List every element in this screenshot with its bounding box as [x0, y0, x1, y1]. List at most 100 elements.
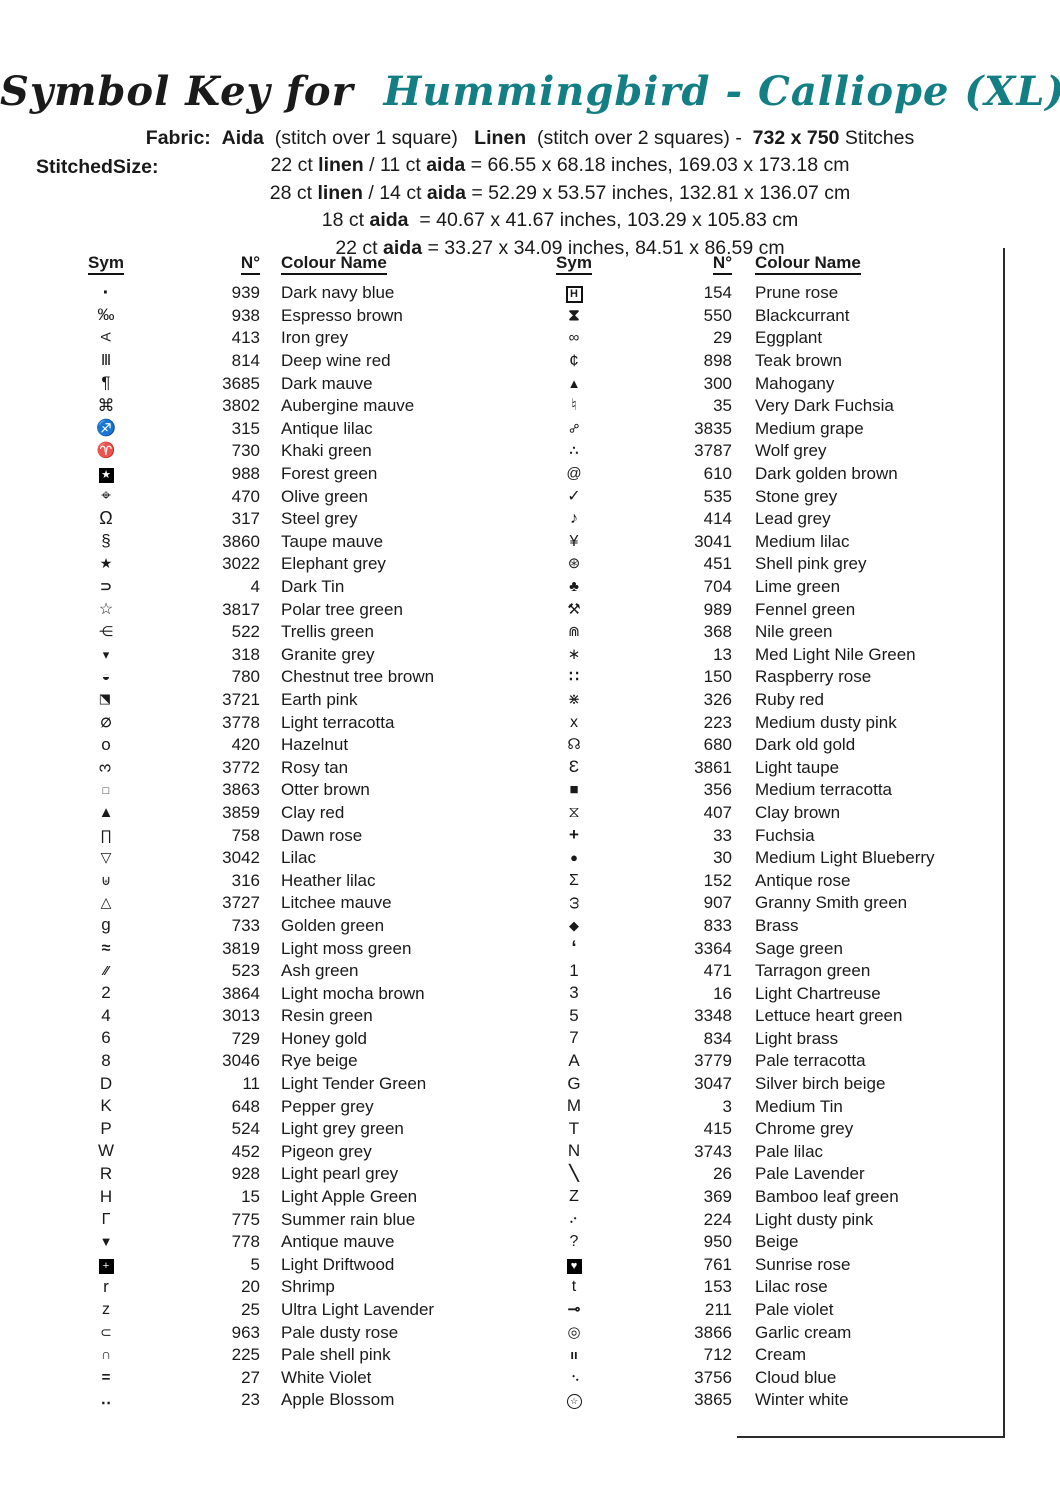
symbol-cell: □	[80, 781, 132, 799]
colour-name-cell: Dawn rose	[281, 825, 363, 845]
symbol-row: Σ 152 Antique rose	[548, 869, 935, 892]
stitch-symbol-glyph: ∞	[568, 329, 580, 347]
stitch-symbol-glyph: ⌘	[97, 395, 115, 415]
colour-name-cell: Fuchsia	[755, 825, 815, 845]
colour-name-cell: Espresso brown	[281, 305, 403, 325]
symbol-row: ¶ 3685 Dark mauve	[80, 372, 434, 395]
symbol-row: 3 16 Light Chartreuse	[548, 982, 935, 1005]
symbol-row: x 223 Medium dusty pink	[548, 711, 935, 734]
symbol-row: A 3779 Pale terracotta	[548, 1050, 935, 1073]
colour-name-cell: Light Tender Green	[281, 1074, 427, 1094]
number-cell: 318	[231, 644, 260, 664]
symbol-row: ⌘ 3802 Aubergine mauve	[80, 395, 434, 418]
stitch-symbol-glyph: ⌖	[101, 486, 111, 506]
symbol-cell: ☊	[548, 736, 600, 754]
colour-name-cell: Hazelnut	[281, 735, 349, 755]
symbol-row: o 420 Hazelnut	[80, 734, 434, 757]
symbol-row: Ⅲ 814 Deep wine red	[80, 350, 434, 373]
symbol-row: N 3743 Pale lilac	[548, 1141, 935, 1164]
number-cell: 522	[231, 622, 260, 642]
symbol-cell: A	[548, 1052, 600, 1071]
stitch-symbol-glyph: ★	[99, 555, 113, 572]
symbol-cell: ⋲	[80, 623, 132, 641]
text-segment: = 40.67 x 41.67 inches, 103.29 x 105.83 …	[408, 209, 799, 231]
number-cell: 3046	[222, 1051, 260, 1071]
number-cell: 470	[231, 486, 260, 506]
number-cell: 407	[703, 802, 732, 822]
colour-name-cell: Ultra Light Lavender	[281, 1300, 435, 1320]
symbol-row: ⧖ 407 Clay brown	[548, 802, 935, 825]
colour-name-cell: Granny Smith green	[755, 893, 908, 913]
colour-name-cell: Resin green	[281, 1006, 373, 1026]
number-cell: 730	[231, 441, 260, 461]
symbol-row: r 20 Shrimp	[80, 1276, 434, 1299]
colour-name-column-header: Colour Name	[732, 253, 861, 275]
symbol-row: +33 Fuchsia	[548, 824, 935, 847]
symbol-row: ▼ 778 Antique mauve	[80, 1231, 434, 1254]
colour-name-cell: Chestnut tree brown	[281, 667, 435, 687]
symbol-row: 8 3046 Rye beige	[80, 1050, 434, 1073]
stitch-symbol-glyph: ◩	[98, 693, 114, 706]
number-cell: 15	[241, 1187, 260, 1207]
symbol-row: 7 834 Light brass	[548, 1028, 935, 1051]
number-cell: 369	[703, 1187, 732, 1207]
symbol-cell: ♐	[80, 420, 132, 438]
number-cell: 523	[231, 961, 260, 981]
colour-name-cell: Pepper grey	[281, 1096, 374, 1116]
number-cell: 939	[231, 283, 260, 303]
stitch-symbol-glyph: ∗	[567, 645, 581, 663]
number-cell: 524	[231, 1119, 260, 1139]
text-segment: Linen	[474, 127, 527, 149]
symbol-cell: ∷	[548, 668, 600, 686]
stitch-symbol-glyph: ∷	[569, 668, 579, 686]
symbol-row: ☊ 680 Dark old gold	[548, 734, 935, 757]
symbol-row: § 3860 Taupe mauve	[80, 531, 434, 554]
colour-name-cell: Lead grey	[755, 509, 831, 529]
colour-name-cell: Dark mauve	[281, 373, 373, 393]
symbol-row: ◆ 833 Brass	[548, 915, 935, 938]
number-column-header: N°	[132, 253, 260, 275]
text-segment: / 14 ct	[362, 181, 427, 204]
number-cell: 3819	[222, 938, 260, 958]
symbol-table-right: Sym N° Colour Name H 154 Prune rose ⧗ 550 Blackc…	[548, 253, 935, 1412]
colour-name-cell: Light Chartreuse	[755, 983, 881, 1003]
colour-name-cell: Raspberry rose	[755, 667, 872, 687]
stitch-symbol-glyph: Γ	[101, 1210, 111, 1228]
symbol-cell: ⧖	[548, 804, 600, 822]
symbol-row: T 415 Chrome grey	[548, 1118, 935, 1141]
number-cell: 452	[231, 1141, 260, 1161]
number-cell: 834	[703, 1028, 732, 1048]
symbol-row: Γ 775 Summer rain blue	[80, 1208, 434, 1231]
symbol-cell: ⊃	[80, 578, 132, 596]
stitch-symbol-glyph: T	[568, 1118, 580, 1138]
symbol-row: ⋲ 522 Trellis green	[80, 621, 434, 644]
stitch-symbol-glyph: ∅	[100, 714, 112, 730]
colour-name-cell: Antique rose	[755, 870, 851, 890]
colour-name-cell: Winter white	[755, 1390, 849, 1410]
stitch-symbol-glyph: ✓	[567, 487, 581, 505]
stitch-symbol-glyph: ☊	[567, 736, 581, 754]
number-cell: 35	[713, 396, 732, 416]
symbol-row: 5 3348 Lettuce heart green	[548, 1005, 935, 1028]
number-cell: 898	[703, 351, 732, 371]
symbol-cell: ▲	[80, 804, 132, 822]
symbol-cell: Γ	[80, 1211, 132, 1229]
colour-name-cell: Shell pink grey	[755, 554, 867, 574]
symbol-cell: ╲	[548, 1165, 600, 1183]
number-cell: 704	[703, 577, 732, 597]
symbol-row: ⊎ 316 Heather lilac	[80, 869, 434, 892]
symbol-cell: Ⅲ	[80, 352, 132, 370]
colour-name-cell: Granite grey	[281, 644, 375, 664]
colour-name-cell: Pale dusty rose	[281, 1322, 399, 1342]
symbol-cell: ≈	[80, 940, 132, 958]
number-cell: 3779	[694, 1051, 732, 1071]
colour-name-cell: Light Driftwood	[281, 1254, 395, 1274]
symbol-cell: :	[548, 1211, 600, 1229]
stitch-symbol-glyph: 3	[97, 763, 114, 773]
colour-name-header-label: Colour Name	[755, 253, 861, 275]
symbol-cell: R	[80, 1165, 132, 1184]
colour-name-cell: Medium dusty pink	[755, 712, 897, 732]
stitch-symbol-glyph: ⊎	[100, 871, 112, 888]
symbol-row: G 3047 Silver birch beige	[548, 1073, 935, 1096]
stitch-symbol-glyph: 6	[101, 1028, 111, 1048]
